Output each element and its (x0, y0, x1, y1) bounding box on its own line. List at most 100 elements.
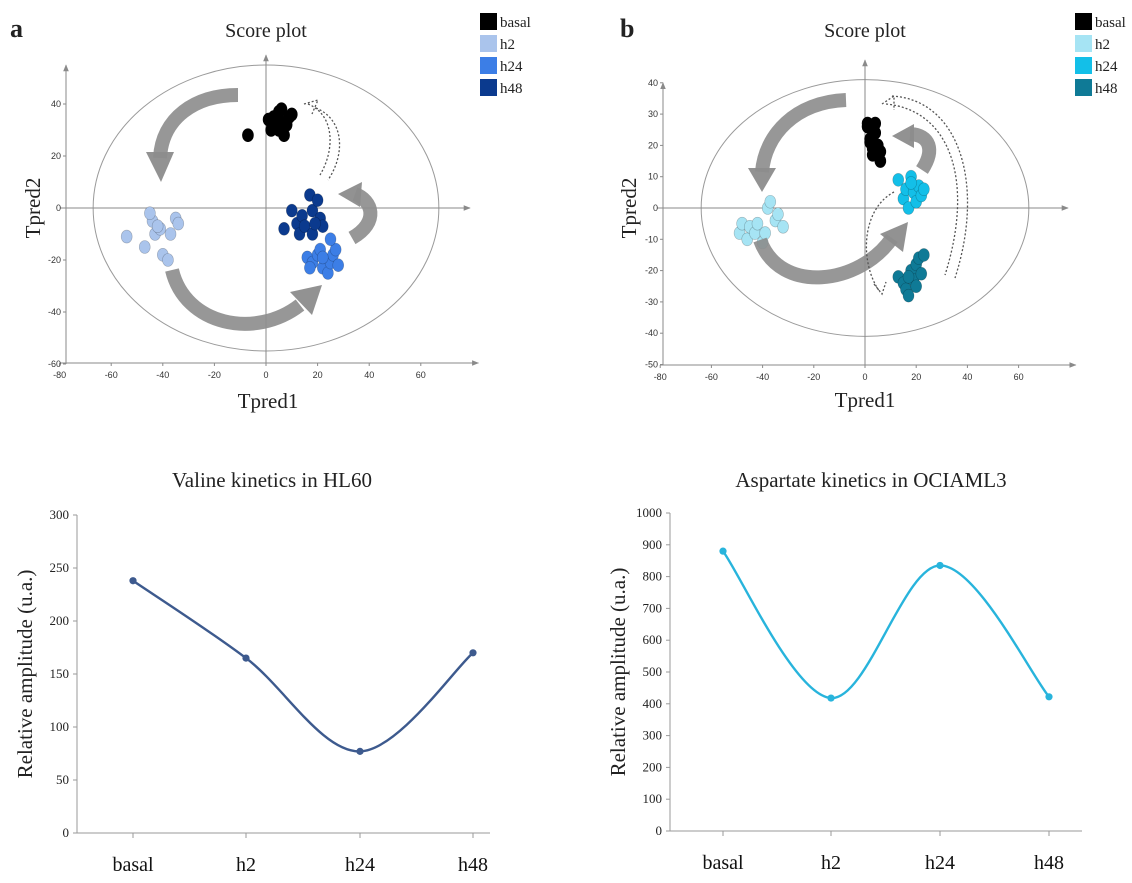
legend-swatch-h2-b (1075, 35, 1092, 52)
line-y-tick-label-b: 700 (643, 600, 663, 615)
y-tick-label-a: 0 (56, 203, 61, 213)
y-tick-label-b: 40 (648, 78, 658, 88)
arrow-h2-to-h48-b-head (880, 222, 908, 252)
arrow-basal-to-h2-b-head (748, 168, 776, 192)
x-tick-label-a: -20 (208, 370, 221, 380)
x-tick-label-b: 0 (862, 372, 867, 382)
data-point-basal-b (719, 547, 727, 555)
line-chart-title-b: Aspartate kinetics in OCIAML3 (735, 468, 1006, 492)
scatter-point-h2-a (120, 229, 133, 244)
data-point-h2-a (242, 654, 250, 662)
y-tick-label-b: -10 (645, 234, 658, 244)
panel-label-a: a (10, 14, 23, 43)
legend-label-h2-b: h2 (1095, 37, 1110, 53)
scatter-point-h2-a (164, 227, 177, 241)
scatter-point-h48-b (902, 270, 915, 284)
arrow-h24-to-basal-b-head (881, 94, 895, 110)
legend-label-h48-b: h48 (1095, 81, 1118, 97)
arrow-basal-to-h2-a-body (153, 88, 239, 159)
scatter-point-h2-a (144, 206, 156, 220)
x-tick-label-a: -40 (156, 370, 169, 380)
x-tick-label-b: -60 (705, 372, 718, 382)
x-tick-label-b: -40 (756, 372, 769, 382)
panel-label-b: b (620, 14, 634, 43)
legend-swatch-h48-b (1075, 79, 1092, 96)
scatter-point-basal-b (869, 116, 882, 131)
x-tick-label-b: 60 (1014, 372, 1024, 382)
line-x-tick-label-a: h2 (236, 854, 256, 876)
scatter-point-h48-a (311, 193, 324, 207)
legend-label-basal-b: basal (1095, 15, 1126, 31)
y-tick-label-a: -20 (48, 255, 61, 265)
data-point-h2-b (827, 694, 835, 702)
scatter-point-h2-b (751, 216, 764, 231)
scatter-point-h2-b (777, 219, 789, 234)
scatter-point-h24-a (332, 258, 345, 273)
legend-label-h24-b: h24 (1095, 59, 1118, 75)
scatter-point-h24-a (304, 260, 316, 275)
line-x-tick-label-b: h2 (821, 852, 841, 874)
series-line-b (722, 550, 1050, 700)
score-plot-b: Score plot -80 -60 -40 -20 0 20 40 60 -50 -40 -30 -2… (617, 13, 1126, 412)
scatter-point-h24-a (324, 232, 337, 246)
line-y-tick-label-b: 400 (643, 696, 663, 711)
scatter-point-h2-b (764, 194, 777, 209)
x-tick-label-a: -60 (105, 370, 118, 380)
line-y-tick-label-b: 900 (643, 537, 663, 552)
scatter-point-h24-b (918, 182, 930, 197)
line-y-tick-label-b: 800 (643, 569, 663, 584)
scatter-point-h2-b (759, 226, 771, 240)
y-axis-label-b: Tpred2 (617, 178, 641, 239)
line-y-tick-label-a: 50 (56, 772, 69, 787)
arrow-h24-to-basal-b-body (885, 95, 969, 279)
y-tick-label-b: 0 (653, 203, 658, 213)
line-x-tick-label-a: h24 (345, 854, 375, 876)
scatter-point-h48-b (918, 248, 930, 262)
x-tick-label-a: 20 (313, 370, 323, 380)
scatter-point-basal-b (874, 144, 887, 159)
data-point-h24-b (936, 561, 944, 570)
scatter-point-basal-a (242, 128, 254, 142)
scatter-point-h48-b (902, 288, 915, 303)
scatter-point-h2-a (138, 240, 151, 254)
arrow-h24-to-h48-a-head (338, 182, 362, 207)
arrow-basal-to-h2-a-head (146, 152, 174, 182)
arrow-h48-to-h24-b-head (892, 124, 914, 148)
line-y-tick-label-b: 600 (643, 632, 663, 647)
line-x-tick-label-b: basal (702, 852, 744, 874)
data-point-h48-a (469, 649, 477, 657)
legend-swatch-h24-b (1075, 57, 1092, 74)
scatter-point-h48-a (285, 203, 298, 218)
x-tick-label-b: 40 (962, 372, 972, 382)
x-tick-label-b: 20 (911, 372, 921, 382)
y-tick-label-b: -40 (645, 328, 658, 338)
arrow-basal-to-h2-b-body (755, 93, 847, 173)
x-axis-label-a: Tpred1 (238, 389, 299, 413)
legend-label-h2-a: h2 (500, 37, 515, 53)
line-y-tick-label-b: 100 (643, 791, 663, 806)
scatter-point-h2-a (162, 253, 174, 267)
arrow-h48-to-basal-a-head (303, 98, 320, 115)
scatter-point-h48-a (278, 222, 290, 236)
y-tick-label-a: 40 (51, 99, 61, 109)
arrow-h24-to-h48-dotted-b-head (873, 281, 887, 296)
line-y-axis-label-a: Relative amplitude (u.a.) (13, 570, 37, 779)
line-y-tick-label-b: 0 (656, 823, 663, 838)
line-y-tick-label-b: 1000 (636, 505, 662, 520)
legend-label-basal-a: basal (500, 15, 531, 31)
scatter-point-basal-a (285, 107, 298, 122)
legend-label-h48-a: h48 (500, 81, 523, 97)
scatter-point-h48-b (910, 279, 923, 294)
legend-label-h24-a: h24 (500, 59, 523, 75)
arrow-h2-to-h24-a-head (290, 285, 322, 315)
scatter-point-h24-b (902, 201, 915, 215)
data-point-basal-a (129, 577, 137, 585)
line-y-axis-label-b: Relative amplitude (u.a.) (606, 568, 630, 777)
y-tick-label-b: 10 (648, 172, 658, 182)
scatter-point-h48-a (306, 203, 319, 218)
line-x-tick-label-b: h48 (1034, 852, 1064, 874)
y-tick-label-a: -60 (48, 359, 61, 369)
line-chart-aspartate: Aspartate kinetics in OCIAML3 0 100 200 300 4… (606, 468, 1082, 874)
arrow-h48-to-basal-a-body (307, 103, 341, 181)
